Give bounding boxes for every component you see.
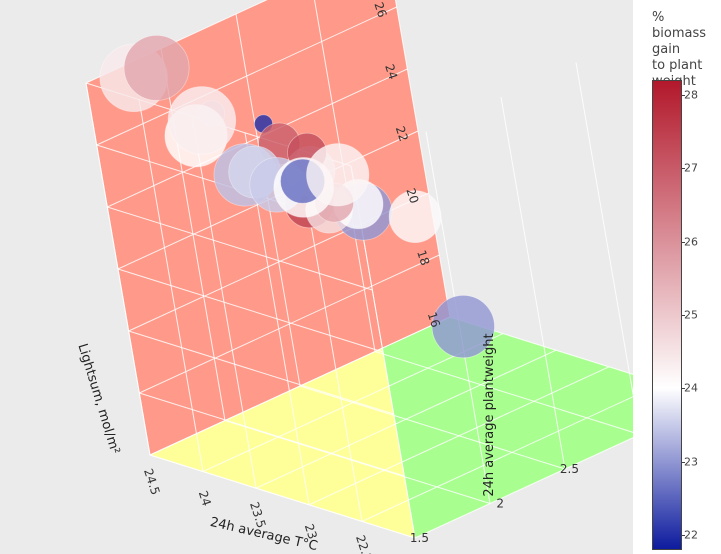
data-point <box>167 86 237 155</box>
colorbar-tick-mark <box>682 315 685 316</box>
y-tick-label: 1.5 <box>410 531 429 545</box>
colorbar-tick-mark <box>682 94 685 96</box>
data-point <box>431 294 495 359</box>
grid-line <box>575 62 633 397</box>
y-axis-label: 24h average plantweight <box>482 333 497 496</box>
x-tick-label: 24 <box>196 489 214 508</box>
colorbar-tick-label: 27 <box>684 161 698 175</box>
y-tick-label: 2 <box>496 497 504 511</box>
grid-line <box>128 330 394 415</box>
scatter3d-plot[interactable]: 24.52423.52322.5221.522.533.528262422201… <box>0 0 633 554</box>
colorbar-tick-label: 23 <box>684 455 698 469</box>
grid-line <box>139 254 440 394</box>
grid-line <box>299 385 566 470</box>
grid-line <box>500 96 566 470</box>
x-tick-label: 24.5 <box>141 467 163 497</box>
grid-line <box>107 68 408 208</box>
grid-line <box>374 351 633 433</box>
y-tick-label: 2.5 <box>560 462 579 476</box>
grid-line <box>149 454 416 539</box>
data-point <box>306 143 370 207</box>
colorbar-tick-label: 24 <box>684 381 698 395</box>
data-point <box>123 35 190 101</box>
colorbar-tick-label: 28 <box>684 88 698 102</box>
z-axis-label: Lightsum, mol/m² <box>74 342 122 456</box>
colorbar-tick-mark <box>682 168 685 170</box>
colorbar-title-line: % biomass <box>652 10 706 41</box>
z-tick-label: 22 <box>393 124 411 143</box>
z-tick-label: 26 <box>371 0 389 19</box>
data-point <box>388 190 442 244</box>
x-tick-label: 23 <box>302 522 320 541</box>
colorbar-title: % biomass gain to plant weight <box>652 10 721 90</box>
colorbar-tick-mark <box>682 461 685 463</box>
grid-line <box>149 316 451 456</box>
grid-line <box>139 392 405 477</box>
grid-line <box>117 268 384 353</box>
colorbar-title-line: gain <box>652 42 681 57</box>
colorbar-title-line: to plant <box>652 58 703 73</box>
colorbar-tick-mark <box>682 241 685 243</box>
z-tick-label: 16 <box>425 310 443 329</box>
colorbar-tick-mark <box>682 388 685 390</box>
colorbar-gradient <box>652 80 682 550</box>
data-markers <box>99 35 495 359</box>
grid-line <box>96 6 397 146</box>
grid-line <box>224 420 491 504</box>
z-tick-label: 20 <box>403 186 421 205</box>
colorbar: % biomass gain to plant weight 28 27 26 25 2… <box>633 0 721 554</box>
colorbar-tick-label: 26 <box>684 235 698 249</box>
z-tick-label: 18 <box>414 248 432 267</box>
colorbar-tick-label: 22 <box>684 528 698 542</box>
z-tick-label: 24 <box>382 62 400 81</box>
colorbar-tick-label: 25 <box>684 308 698 322</box>
grid-line <box>107 206 373 291</box>
x-tick-label: 22.5 <box>353 533 375 554</box>
colorbar-tick-mark <box>682 535 685 537</box>
